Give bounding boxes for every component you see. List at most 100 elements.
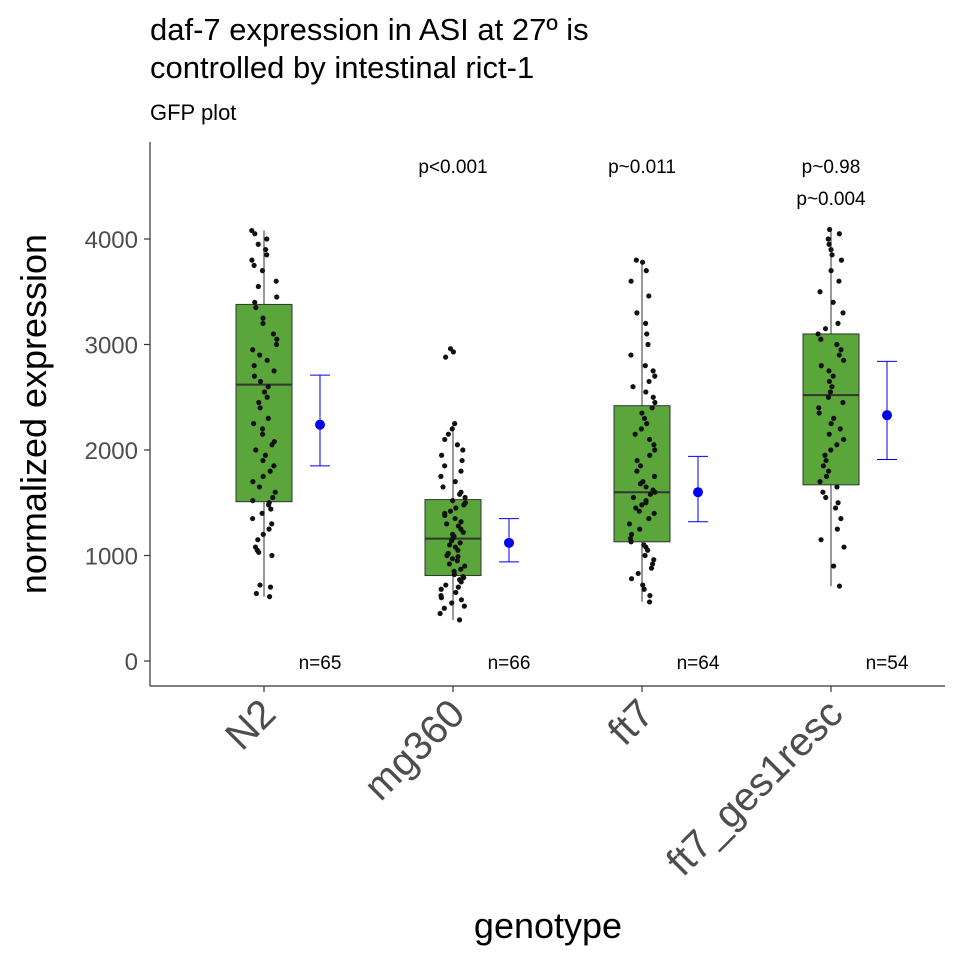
data-point [458, 489, 464, 495]
data-point [455, 523, 462, 529]
n-label: n=65 [299, 653, 342, 674]
y-tick-label: 3000 [85, 333, 138, 360]
x-axis-title: genotype [474, 905, 622, 946]
data-point [831, 563, 837, 569]
data-point [449, 600, 455, 606]
data-point [250, 479, 256, 485]
data-point [818, 336, 824, 342]
data-point [440, 484, 446, 490]
y-axis-ticks: 0 1000 2000 3000 4000 [85, 227, 150, 676]
data-point [442, 463, 448, 469]
data-point [265, 415, 271, 421]
data-point [826, 226, 833, 233]
box-body [235, 303, 293, 503]
data-point [259, 510, 265, 516]
data-point [445, 550, 451, 556]
data-point [823, 457, 829, 464]
data-point [646, 378, 652, 385]
data-point [452, 421, 458, 427]
data-point [267, 468, 273, 474]
y-tick-label: 2000 [85, 438, 138, 465]
data-point [643, 389, 649, 395]
data-point [256, 399, 262, 406]
data-point [457, 540, 463, 546]
n-label: n=64 [677, 653, 720, 674]
data-point [652, 373, 658, 379]
data-point [462, 500, 469, 506]
data-point [271, 463, 277, 469]
data-point [266, 594, 273, 600]
data-point [633, 257, 639, 263]
data-point [836, 278, 842, 284]
data-point [628, 576, 635, 582]
data-point [646, 599, 653, 605]
data-point [270, 331, 277, 337]
data-point [639, 259, 646, 265]
data-point [264, 394, 270, 400]
data-point [438, 452, 445, 458]
data-point [260, 531, 266, 538]
data-point [652, 399, 658, 406]
data-point [459, 457, 465, 464]
data-point [257, 352, 263, 358]
data-point [454, 442, 461, 448]
data-point [651, 442, 657, 448]
data-point [445, 431, 451, 437]
data-point [437, 610, 443, 617]
data-point [456, 617, 463, 623]
data-point [458, 468, 464, 474]
data-point [438, 473, 444, 479]
data-point [639, 502, 645, 508]
data-point [828, 421, 834, 427]
data-point [251, 262, 257, 268]
data-point [265, 384, 271, 390]
data-point [442, 436, 448, 443]
data-point [452, 544, 458, 550]
data-point [643, 320, 649, 326]
data-point [835, 320, 841, 326]
data-point [266, 526, 272, 532]
data-point [626, 521, 633, 527]
data-point [441, 605, 447, 611]
data-point [838, 515, 844, 522]
data-point [628, 352, 634, 358]
data-point [252, 299, 258, 305]
data-point [651, 473, 658, 479]
data-point [834, 484, 840, 490]
data-point [442, 510, 448, 516]
data-point [634, 310, 640, 316]
data-point [269, 521, 275, 527]
data-point [826, 241, 832, 247]
data-point [266, 500, 272, 506]
data-point [836, 352, 842, 358]
data-point [257, 405, 263, 411]
p-value-label: p~0.98 [802, 157, 861, 178]
data-point [834, 341, 840, 348]
n-label: n=66 [488, 653, 531, 674]
data-point [461, 603, 467, 609]
data-point [647, 491, 653, 497]
data-point [460, 447, 466, 453]
data-point [643, 498, 649, 504]
data-point [628, 531, 635, 538]
data-point [457, 577, 463, 583]
data-point [455, 553, 461, 560]
data-point [830, 373, 836, 379]
data-point [273, 341, 280, 348]
p-value-label: p~0.011 [608, 157, 676, 178]
data-point [834, 442, 840, 448]
data-point [447, 346, 454, 352]
data-point [260, 457, 266, 464]
data-point [249, 227, 255, 234]
data-point [260, 473, 266, 479]
data-point [272, 489, 278, 495]
data-point [841, 544, 847, 550]
data-point [252, 544, 259, 550]
data-point [460, 574, 466, 580]
data-point [644, 421, 650, 427]
data-point [462, 494, 468, 501]
data-point [444, 521, 450, 527]
chart-title-line-2: controlled by intestinal rict-1 [150, 50, 534, 85]
